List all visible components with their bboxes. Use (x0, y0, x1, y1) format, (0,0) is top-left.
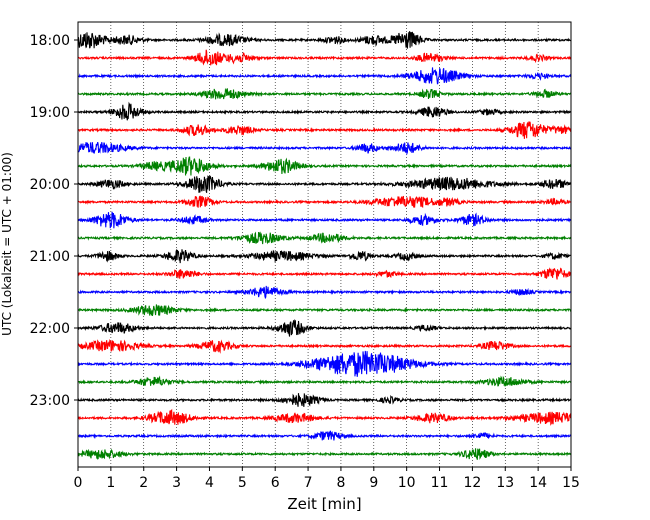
x-tick-label: 11 (431, 475, 449, 491)
trace-1845 (77, 87, 572, 100)
trace-2315 (77, 408, 572, 426)
trace-1800 (77, 31, 572, 49)
x-tick-label: 5 (238, 475, 247, 491)
x-tick-label: 12 (463, 475, 481, 491)
x-tick-label: 8 (336, 475, 345, 491)
trace-2045 (77, 231, 572, 245)
trace-1830 (77, 67, 572, 85)
trace-2300 (77, 393, 572, 407)
x-axis-label: Zeit [min] (287, 495, 361, 513)
y-tick-label: 19:00 (30, 105, 70, 121)
traces (77, 31, 572, 460)
x-tick-label: 14 (529, 475, 547, 491)
trace-1945 (77, 156, 572, 176)
x-tick-label: 6 (271, 475, 280, 491)
trace-2115 (77, 267, 572, 280)
y-tick-label: 20:00 (30, 177, 70, 193)
y-tick-label: 21:00 (30, 249, 70, 265)
trace-1915 (77, 121, 572, 139)
trace-1900 (77, 101, 572, 121)
x-axis: 0 1 2 3 4 5 6 7 8 9 10 11 12 13 14 15 (74, 467, 580, 491)
trace-2245 (77, 375, 572, 387)
x-tick-label: 13 (496, 475, 514, 491)
trace-2230 (77, 350, 572, 377)
trace-2200 (77, 319, 572, 337)
y-tick-label: 18:00 (30, 33, 70, 49)
trace-1815 (77, 49, 572, 66)
trace-2015 (77, 195, 572, 208)
y-axis: 18:00 19:00 20:00 21:00 22:00 23:00 (30, 33, 78, 409)
trace-2330 (77, 430, 572, 441)
trace-2100 (77, 248, 572, 264)
y-tick-label: 23:00 (30, 393, 70, 409)
x-tick-label: 10 (398, 475, 416, 491)
trace-2215 (77, 338, 572, 354)
x-tick-label: 9 (369, 475, 378, 491)
x-tick-label: 4 (205, 475, 214, 491)
x-tick-label: 7 (304, 475, 313, 491)
trace-2030 (77, 211, 572, 229)
trace-1930 (77, 141, 572, 156)
trace-2345 (77, 448, 572, 460)
plot-frame (77, 21, 572, 468)
trace-2130 (77, 285, 572, 300)
x-tick-label: 1 (106, 475, 115, 491)
grid-lines (110, 22, 539, 467)
x-tick-label: 15 (562, 475, 580, 491)
x-tick-label: 0 (74, 475, 83, 491)
x-tick-label: 3 (172, 475, 181, 491)
y-tick-label: 22:00 (30, 321, 70, 337)
trace-2000 (77, 175, 572, 193)
y-axis-label: UTC (Lokalzeit = UTC + 01:00) (0, 152, 14, 336)
x-tick-label: 2 (139, 475, 148, 491)
trace-2145 (77, 304, 572, 317)
